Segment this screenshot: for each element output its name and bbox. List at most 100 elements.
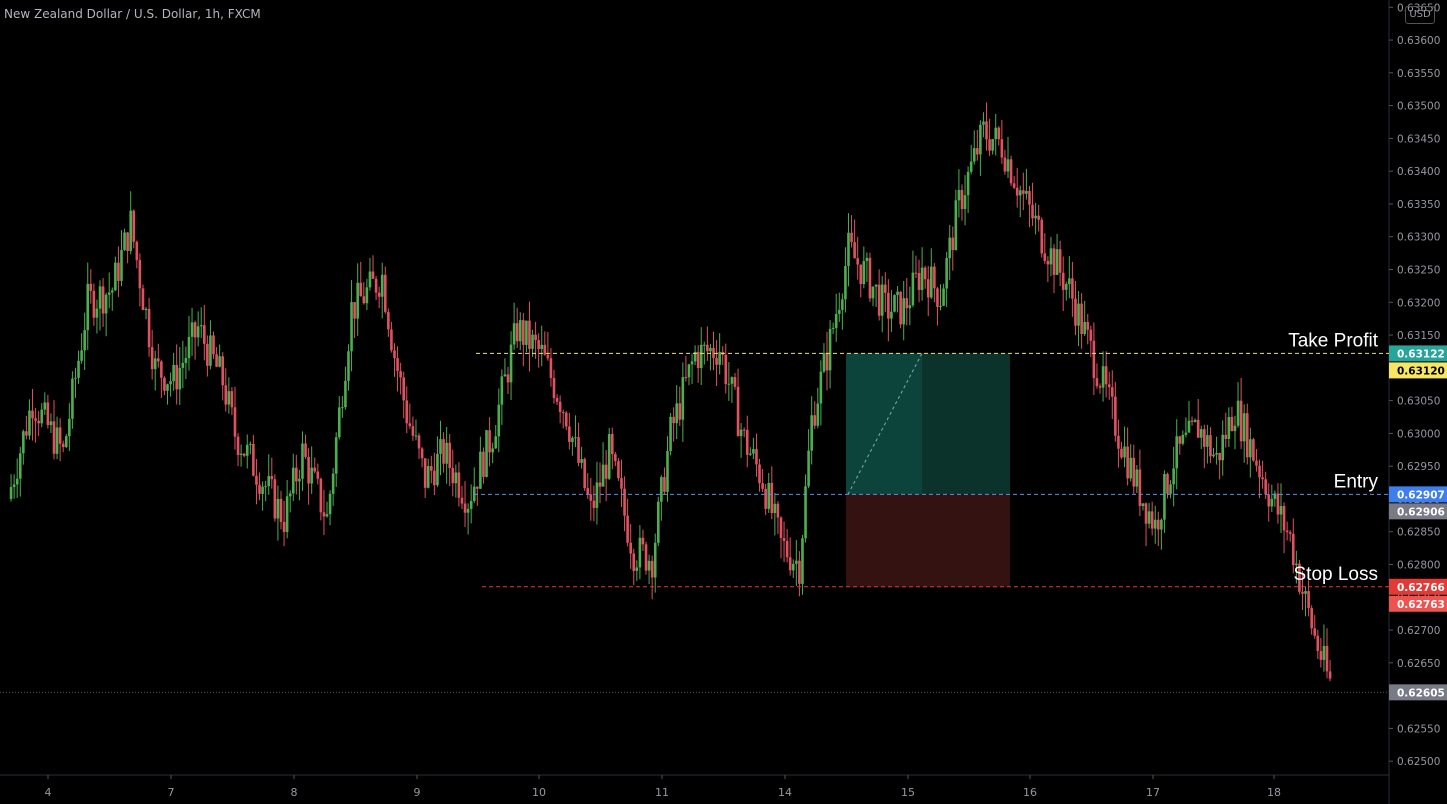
candle-body — [807, 450, 810, 487]
candle-body — [696, 351, 700, 369]
candle — [1144, 502, 1148, 547]
candle-body — [564, 412, 568, 427]
time-axis[interactable]: 4 7 8 9 10 11 14 15 16 17 18 — [45, 775, 1282, 799]
candle-body — [34, 418, 37, 421]
candle — [979, 120, 982, 176]
candle — [531, 329, 534, 357]
candle — [1129, 444, 1132, 482]
candle — [1043, 233, 1047, 264]
candle-body — [1163, 473, 1166, 520]
candle-body — [1052, 248, 1056, 275]
candle — [365, 278, 369, 311]
candle — [1242, 404, 1246, 463]
candle — [972, 130, 976, 165]
candle — [948, 224, 952, 281]
candle-body — [678, 403, 682, 420]
candle-body — [184, 358, 188, 363]
candle — [1015, 168, 1019, 208]
price-tick-label: 0.62850 — [1397, 527, 1440, 539]
candle-body — [1288, 532, 1292, 534]
candle-body — [626, 515, 629, 543]
candle — [917, 259, 921, 303]
candle-body — [43, 402, 47, 410]
loss-zone[interactable] — [846, 494, 1010, 587]
candle-body — [724, 354, 728, 385]
candle — [25, 415, 28, 440]
candle-body — [1012, 183, 1016, 188]
candle-body — [1209, 435, 1212, 457]
candle-body — [945, 258, 948, 289]
candle-body — [568, 426, 571, 442]
candle — [1328, 660, 1332, 682]
candle-body — [356, 282, 359, 319]
candle — [239, 444, 243, 467]
candle — [1040, 217, 1044, 258]
candle-body — [288, 493, 292, 497]
candle — [1037, 204, 1040, 232]
candle-body — [83, 330, 86, 351]
candle — [267, 454, 271, 495]
candle-body — [1147, 511, 1151, 524]
price-axis[interactable]: 0.625000.625500.626000.626500.627000.627… — [1389, 2, 1440, 768]
candle-body — [1077, 303, 1080, 326]
candle — [595, 461, 599, 525]
candle — [411, 416, 415, 441]
candle — [626, 498, 629, 547]
take-profit-price-tag-alt-text: 0.63120 — [1397, 365, 1445, 377]
candle-body — [515, 323, 519, 342]
candle-body — [1080, 303, 1083, 335]
candle-body — [853, 242, 856, 259]
candle — [196, 311, 200, 347]
candle-body — [506, 374, 510, 383]
candle-body — [1049, 248, 1053, 265]
candle-body — [546, 354, 550, 359]
candle-body — [218, 356, 221, 367]
candle-body — [245, 444, 249, 456]
candle — [61, 440, 65, 453]
candle-body — [930, 266, 933, 298]
price-tick-label: 0.62800 — [1397, 560, 1440, 572]
candle — [356, 263, 359, 336]
candle — [417, 433, 421, 459]
candle-body — [629, 542, 632, 554]
candle — [1092, 322, 1096, 395]
candle-body — [614, 454, 617, 462]
candle-body — [589, 494, 593, 501]
candle-body — [479, 451, 482, 489]
candle-body — [577, 437, 580, 463]
candle-body — [380, 274, 384, 297]
candle-body — [71, 378, 74, 419]
candle-body — [727, 383, 731, 385]
candle — [699, 327, 703, 385]
currency-badge[interactable]: USD — [1405, 6, 1435, 24]
candle — [969, 144, 973, 175]
candle — [1157, 511, 1160, 546]
candle-body — [166, 384, 169, 391]
candle — [644, 541, 648, 575]
candle-body — [917, 273, 921, 290]
candle-body — [405, 400, 409, 424]
candle-body — [531, 334, 534, 349]
candle — [150, 329, 154, 380]
candle — [334, 432, 338, 488]
candle-body — [604, 464, 608, 479]
candle-body — [684, 377, 688, 379]
candle — [930, 248, 933, 300]
candle — [687, 363, 691, 386]
candle — [1095, 363, 1099, 389]
candle-body — [623, 488, 626, 516]
candle — [120, 230, 123, 287]
candle — [905, 278, 909, 326]
candle-body — [1181, 434, 1185, 444]
candle — [758, 458, 761, 492]
candle-body — [1037, 215, 1040, 220]
candle-body — [1328, 671, 1332, 679]
candle — [923, 265, 927, 289]
candle-body — [1249, 439, 1252, 458]
candle-body — [224, 385, 228, 405]
candle — [942, 283, 945, 306]
candle-body — [451, 467, 455, 484]
candle — [40, 403, 44, 428]
candle — [1245, 403, 1249, 465]
candle-body — [49, 421, 53, 425]
